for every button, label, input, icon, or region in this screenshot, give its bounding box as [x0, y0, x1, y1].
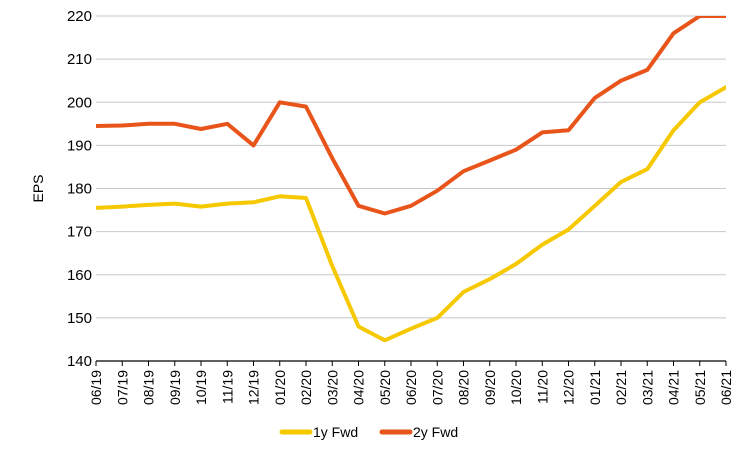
x-tick-label: 08/19 — [141, 370, 157, 405]
x-tick-label: 03/21 — [639, 370, 655, 405]
x-tick-label: 12/20 — [561, 370, 577, 405]
y-tick-label: 210 — [67, 51, 92, 68]
y-tick-label: 160 — [67, 267, 92, 284]
gridlines — [96, 15, 726, 362]
legend-label: 2y Fwd — [413, 424, 458, 440]
x-tick-label: 06/19 — [88, 370, 104, 405]
x-tick-label: 08/20 — [456, 370, 472, 405]
y-tick-label: 180 — [67, 181, 92, 198]
x-tick-label: 02/21 — [613, 370, 629, 405]
x-tick-label: 03/20 — [324, 370, 340, 405]
legend-label: 1y Fwd — [313, 424, 358, 440]
series-line-2 — [96, 16, 726, 216]
series-line-1 — [96, 85, 726, 343]
y-tick-label: 220 — [67, 8, 92, 25]
x-tick-label: 07/20 — [429, 370, 445, 405]
x-tick-label: 01/20 — [272, 370, 288, 405]
series-lines — [96, 16, 726, 343]
x-tick-label: 07/19 — [114, 370, 130, 405]
x-tick-label: 11/19 — [219, 370, 235, 404]
x-tick-label: 09/19 — [167, 370, 183, 405]
axes: 140 150 160 170 180 190 200 210 220 06/19 07/19 08/… — [30, 8, 734, 405]
y-tick-label: 200 — [67, 94, 92, 111]
x-tick-label: 10/20 — [508, 370, 524, 405]
x-tick-label: 01/21 — [587, 370, 603, 405]
x-tick-label: 06/20 — [403, 370, 419, 405]
x-tick-label: 09/20 — [482, 370, 498, 405]
y-tick-label: 170 — [67, 224, 92, 241]
x-tick-label: 05/20 — [377, 370, 393, 405]
y-tick-label: 190 — [67, 137, 92, 154]
x-tick-label: 06/21 — [718, 370, 734, 405]
x-tick-label: 12/19 — [246, 370, 262, 405]
x-tick-label: 05/21 — [692, 370, 708, 405]
x-tick-label: 10/19 — [193, 370, 209, 405]
legend: 1y Fwd 2y Fwd — [279, 424, 458, 440]
y-tick-label: 150 — [67, 310, 92, 327]
x-tick-label: 04/21 — [666, 370, 682, 405]
x-tick-label: 04/20 — [351, 370, 367, 405]
y-axis-title: EPS — [30, 174, 46, 202]
x-tick-label: 02/20 — [298, 370, 314, 405]
x-tick-label: 11/20 — [534, 370, 550, 404]
y-tick-label: 140 — [67, 353, 92, 370]
